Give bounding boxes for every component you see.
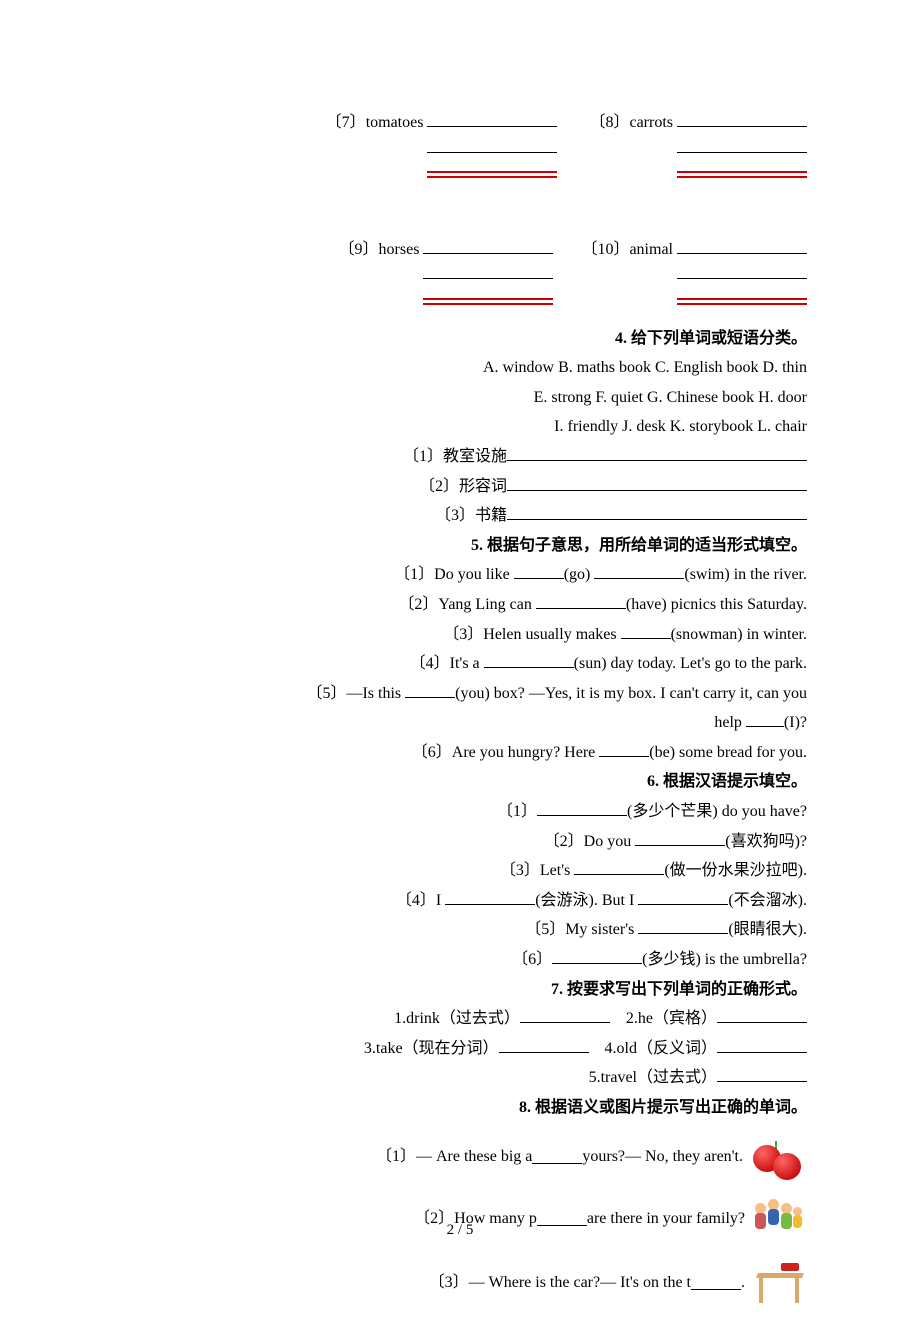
q5-b5b[interactable] xyxy=(746,713,784,727)
q7-i2: 2.he（宾格） xyxy=(626,1010,717,1027)
q5-title: 5. 根据句子意思，用所给单词的适当形式填空。 xyxy=(471,537,807,554)
q8-l3b: . xyxy=(741,1270,745,1296)
q3-word-9: horses xyxy=(379,241,420,258)
q6-b6[interactable] xyxy=(552,950,642,964)
q5-b1b[interactable] xyxy=(594,565,684,579)
q3-lines-9 xyxy=(423,237,553,314)
q6-l3b: (做一份水果沙拉吧). xyxy=(664,862,807,879)
q4-cat2-blank[interactable] xyxy=(507,477,807,491)
q4-cat3-blank[interactable] xyxy=(507,506,807,520)
q4-cat2: 〔2〕形容词 xyxy=(419,478,507,495)
q5-l5a: 〔5〕—Is this xyxy=(306,685,405,702)
q6-l1a: 〔1〕 xyxy=(497,803,537,820)
q3-word-8: carrots xyxy=(629,114,673,131)
q6-b4b[interactable] xyxy=(638,891,728,905)
q3-label-7: 〔7〕tomatoes xyxy=(326,110,424,136)
q8-b3[interactable] xyxy=(691,1276,741,1290)
q4-opts-1: A. window B. maths book C. English book … xyxy=(107,355,807,381)
q5-l1c: (swim) in the river. xyxy=(684,566,807,583)
q5-l5b: (you) box? —Yes, it is my box. I can't c… xyxy=(455,685,807,702)
q6-l6b: (多少钱) is the umbrella? xyxy=(642,951,807,968)
q5-l6b: (be) some bread for you. xyxy=(649,744,807,761)
page-number: 2 / 5 xyxy=(0,1218,920,1242)
q5-l1a: 〔1〕Do you like xyxy=(394,566,514,583)
q4-cat1: 〔1〕教室设施 xyxy=(403,448,507,465)
q5-b4[interactable] xyxy=(484,654,574,668)
q5-l4a: 〔4〕It's a xyxy=(410,655,484,672)
q6-l6a: 〔6〕 xyxy=(512,951,552,968)
q7-b5[interactable] xyxy=(717,1068,807,1082)
q5-b2[interactable] xyxy=(536,595,626,609)
q6-l2a: 〔2〕Do you xyxy=(544,833,636,850)
q7-b4[interactable] xyxy=(717,1039,807,1053)
q3-label-10: 〔10〕animal xyxy=(581,237,673,263)
q5-l4b: (sun) day today. Let's go to the park. xyxy=(574,655,807,672)
q5-b5a[interactable] xyxy=(405,684,455,698)
q8-l1b: yours?— No, they aren't. xyxy=(582,1144,743,1170)
q4-cat1-blank[interactable] xyxy=(507,447,807,461)
q3-lines-8 xyxy=(677,110,807,187)
q5-l3b: (snowman) in winter. xyxy=(671,626,807,643)
q4-opts-3: I. friendly J. desk K. storybook L. chai… xyxy=(107,414,807,440)
q6-b1[interactable] xyxy=(537,802,627,816)
q6-b3[interactable] xyxy=(574,861,664,875)
table-icon xyxy=(751,1257,807,1309)
q7-title: 7. 按要求写出下列单词的正确形式。 xyxy=(551,981,807,998)
q5-b6[interactable] xyxy=(599,743,649,757)
q5-l3a: 〔3〕Helen usually makes xyxy=(443,626,620,643)
q5-l6a: 〔6〕Are you hungry? Here xyxy=(412,744,600,761)
q8-title: 8. 根据语义或图片提示写出正确的单词。 xyxy=(519,1099,807,1116)
q6-l2b: (喜欢狗吗)? xyxy=(725,833,807,850)
q6-l3a: 〔3〕Let's xyxy=(500,862,574,879)
q7-i4: 4.old（反义词） xyxy=(605,1040,717,1057)
q3-lines-7 xyxy=(427,110,557,187)
q8-l3a: 〔3〕— Where is the car?— It's on the t xyxy=(429,1270,691,1296)
q3-lines-10 xyxy=(677,237,807,314)
q5-l2a: 〔2〕Yang Ling can xyxy=(398,596,535,613)
q3-row-78: 〔7〕tomatoes 〔8〕carrots xyxy=(107,110,807,187)
q6-b5[interactable] xyxy=(638,920,728,934)
q6-l5b: (眼睛很大). xyxy=(728,921,807,938)
q8-b1[interactable] xyxy=(532,1150,582,1164)
q8-l1a: 〔1〕— Are these big a xyxy=(376,1144,532,1170)
q5-b3[interactable] xyxy=(621,625,671,639)
q7-b1[interactable] xyxy=(520,1009,610,1023)
q5-l5d: (I)? xyxy=(784,714,807,731)
q3-label-8: 〔8〕carrots xyxy=(589,110,673,136)
q3-row-910: 〔9〕horses 〔10〕animal xyxy=(107,237,807,314)
apples-icon xyxy=(749,1133,807,1181)
q4-opts-2: E. strong F. quiet G. Chinese book H. do… xyxy=(107,385,807,411)
q3-word-10: animal xyxy=(629,241,673,258)
q6-l5a: 〔5〕My sister's xyxy=(525,921,638,938)
q5-l5c: help xyxy=(714,714,746,731)
q6-l1b: (多少个芒果) do you have? xyxy=(627,803,807,820)
q5-l1b: (go) xyxy=(564,566,595,583)
q5-b1a[interactable] xyxy=(514,565,564,579)
q6-l4a: 〔4〕I xyxy=(396,892,445,909)
q3-word-7: tomatoes xyxy=(366,114,424,131)
q7-i3: 3.take（现在分词） xyxy=(364,1040,499,1057)
q6-l4b: (会游泳). But I xyxy=(535,892,638,909)
q7-i5: 5.travel（过去式） xyxy=(589,1069,717,1086)
q7-b3[interactable] xyxy=(499,1039,589,1053)
q4-title: 4. 给下列单词或短语分类。 xyxy=(615,330,807,347)
q4-cat3: 〔3〕书籍 xyxy=(435,507,507,524)
q6-b2[interactable] xyxy=(635,832,725,846)
q3-label-9: 〔9〕horses xyxy=(339,237,420,263)
q6-b4a[interactable] xyxy=(445,891,535,905)
q6-l4c: (不会溜冰). xyxy=(728,892,807,909)
q7-i1: 1.drink（过去式） xyxy=(394,1010,520,1027)
q7-b2[interactable] xyxy=(717,1009,807,1023)
q6-title: 6. 根据汉语提示填空。 xyxy=(647,773,807,790)
q5-l2b: (have) picnics this Saturday. xyxy=(626,596,807,613)
